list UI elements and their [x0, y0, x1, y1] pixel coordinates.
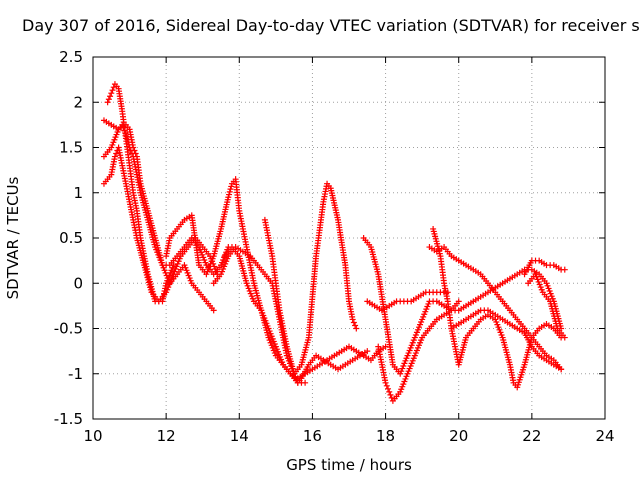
- data-point-fill: [110, 84, 117, 91]
- data-point-fill: [113, 150, 120, 157]
- x-tick-label: 18: [376, 427, 395, 445]
- y-tick-label: 1: [73, 184, 83, 202]
- series-7: [261, 216, 371, 386]
- data-point-fill: [228, 183, 235, 190]
- data-point-fill: [109, 87, 116, 94]
- data-point-fill: [131, 147, 138, 154]
- x-tick-label: 16: [303, 427, 322, 445]
- y-tick-label: 2.5: [59, 48, 83, 66]
- series-14: [521, 257, 568, 278]
- data-point: [558, 366, 565, 373]
- data-point-fill: [132, 150, 139, 157]
- y-tick-label: 2: [73, 93, 83, 111]
- data-point-fill: [107, 93, 114, 100]
- data-point: [382, 379, 389, 386]
- data-point: [104, 99, 111, 106]
- x-axis-label: GPS time / hours: [286, 456, 412, 474]
- data-point: [225, 194, 232, 201]
- data-point-fill: [352, 322, 359, 329]
- y-tick-label: -0.5: [54, 320, 83, 338]
- data-point-fill: [387, 391, 394, 398]
- x-tick-label: 22: [522, 427, 541, 445]
- y-tick-label: 0.5: [59, 229, 83, 247]
- data-point-fill: [350, 319, 357, 326]
- x-tick-label: 14: [230, 427, 249, 445]
- data-point: [111, 153, 118, 160]
- data-point-fill: [226, 188, 233, 195]
- x-tick-label: 12: [157, 427, 176, 445]
- series-3: [100, 117, 217, 314]
- data-point-fill: [388, 394, 395, 401]
- plot-frame: [92, 56, 606, 420]
- series-11: [430, 225, 565, 391]
- series-15: [525, 271, 568, 341]
- y-tick-label: 1.5: [59, 139, 83, 157]
- data-point: [455, 298, 462, 305]
- data-point: [349, 316, 356, 323]
- data-point-fill: [385, 385, 392, 392]
- data-point-fill: [383, 382, 390, 389]
- data-point-fill: [105, 96, 112, 103]
- chart-title: Day 307 of 2016, Sidereal Day-to-day VTE…: [22, 16, 640, 35]
- data-point-fill: [121, 127, 128, 134]
- data-point: [561, 334, 568, 341]
- series-10: [375, 266, 565, 404]
- data-point: [122, 130, 129, 137]
- data-point-fill: [226, 191, 233, 198]
- data-point: [291, 370, 298, 377]
- data-point: [386, 388, 393, 395]
- x-tick-label: 10: [83, 427, 102, 445]
- data-point: [130, 144, 137, 151]
- y-axis-label: SDTVAR / TECUs: [4, 176, 22, 299]
- y-tick-label: -1: [68, 365, 83, 383]
- y-tick-label: -1.5: [54, 410, 83, 428]
- y-tick-label: 0: [73, 274, 83, 292]
- series-6: [221, 244, 389, 382]
- series-8: [360, 235, 462, 377]
- data-point: [364, 348, 371, 355]
- data-point: [302, 379, 309, 386]
- data-point-fill: [293, 376, 300, 383]
- series-5: [210, 180, 360, 377]
- series-1: [100, 144, 221, 305]
- data-point: [353, 325, 360, 332]
- data-point-fill: [227, 186, 234, 193]
- data-point: [561, 266, 568, 273]
- series-13: [448, 307, 565, 373]
- x-tick-label: 20: [449, 427, 468, 445]
- data-point-fill: [292, 373, 299, 380]
- data-point: [210, 307, 217, 314]
- data-point: [108, 90, 115, 97]
- x-tick-label: 24: [595, 427, 614, 445]
